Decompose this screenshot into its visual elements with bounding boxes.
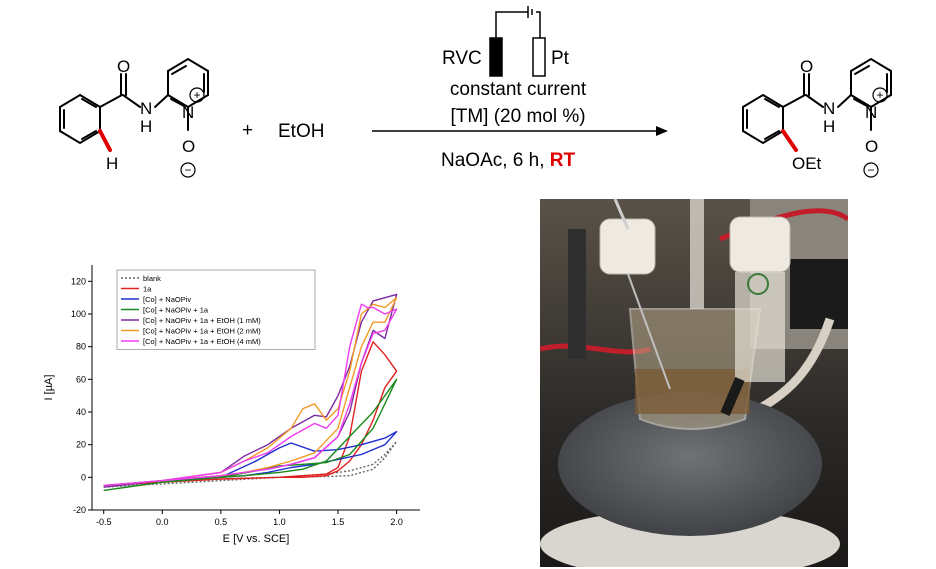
- reactant-oxide-o: O: [182, 137, 195, 156]
- y-tick-label: -20: [73, 505, 86, 515]
- product-minus-charge-circle: [863, 162, 879, 178]
- product-oxide-n: N: [865, 103, 877, 122]
- y-tick-label: 20: [76, 440, 86, 450]
- product-plus-charge: +: [876, 88, 883, 102]
- x-tick-label: 2.0: [390, 517, 403, 527]
- condition-current: constant current: [450, 79, 587, 100]
- x-tick-label: -0.5: [96, 517, 112, 527]
- photo-center-stem: [690, 199, 704, 309]
- legend-label-3: [Co] + NaOPiv + 1a: [143, 306, 209, 315]
- rvc-anode-electrode: [489, 37, 503, 77]
- x-tick-label: 0.0: [156, 517, 169, 527]
- condition-rt: RT: [550, 150, 576, 171]
- y-tick-label: 60: [76, 374, 86, 384]
- photo-stand: [568, 229, 586, 359]
- photo-stirrer-body: [540, 509, 840, 567]
- photo-left-cap: [599, 218, 656, 275]
- cv-series-line-6: [103, 303, 398, 487]
- reactant-minus-charge: −: [184, 163, 191, 177]
- cv-chart: -0.5 0.0 0.5 1.0 1.5 2.0 -20 0 20 40 60 80 100 120 bl…: [43, 265, 420, 545]
- legend-label-1: 1a: [143, 285, 152, 294]
- cv-series: [103, 293, 398, 492]
- x-tick-label: 1.5: [332, 517, 345, 527]
- product-atom-labels: O N H N + O − OEt: [792, 57, 888, 178]
- reactant-oxide-n: N: [182, 103, 194, 122]
- legend-label-4: [Co] + NaOPiv + 1a + EtOH (1 mM): [143, 316, 261, 325]
- y-tick-label: 80: [76, 342, 86, 352]
- reactant-plus-charge-circle: [189, 87, 205, 103]
- photo-rvc-electrode: [720, 377, 745, 416]
- product-structure: [742, 57, 892, 152]
- pt-cathode-electrode: [532, 37, 546, 77]
- y-tick-label: 120: [71, 276, 86, 286]
- reactant-ortho-h: H: [106, 154, 118, 173]
- reagent-etoh: EtOH: [278, 121, 324, 142]
- product-amide-n: N: [823, 99, 835, 118]
- anode-label: RVC: [442, 48, 482, 69]
- product-oxide-o: O: [865, 137, 878, 156]
- x-tick-label: 1.0: [273, 517, 286, 527]
- cathode-label: Pt: [551, 48, 570, 69]
- reactant-plus-charge: +: [193, 88, 200, 102]
- product-oet: OEt: [792, 154, 822, 173]
- photo-tube-logo: [747, 273, 769, 295]
- legend-label-0: blank: [143, 274, 161, 283]
- reactant-minus-charge-circle: [180, 162, 196, 178]
- reactant-ortho-ch-bond: [98, 129, 112, 152]
- product-carbonyl-o: O: [800, 57, 813, 76]
- photo-right-cap: [729, 216, 791, 273]
- x-axis-label: E [V vs. SCE]: [223, 533, 290, 545]
- product-minus-charge: −: [867, 163, 874, 177]
- product-benzene-ring: [742, 93, 784, 145]
- reactant-benzene-ring: [59, 93, 101, 145]
- reactant-carbonyl-o: O: [117, 57, 130, 76]
- condition-base-time: NaOAc, 6 h,: [441, 150, 550, 171]
- legend-label-5: [Co] + NaOPiv + 1a + EtOH (2 mM): [143, 327, 261, 336]
- y-tick-label: 100: [71, 309, 86, 319]
- photo-hot-plate: [558, 392, 822, 536]
- reactant-amide-n: N: [140, 99, 152, 118]
- setup-photo: [540, 199, 848, 567]
- reactant-atom-labels: O N H N + O − H: [106, 57, 205, 178]
- product-plus-charge-circle: [872, 87, 888, 103]
- reaction-plus-sign: +: [242, 120, 253, 141]
- product-ortho-co-bond: [781, 129, 798, 152]
- reaction-arrow: [372, 126, 668, 136]
- y-tick-label: 0: [81, 472, 86, 482]
- photo-instrument: [790, 259, 848, 329]
- axis-ticks: -0.5 0.0 0.5 1.0 1.5 2.0 -20 0 20 40 60 80 100 120: [71, 276, 403, 527]
- cv-series-line-5: [103, 297, 398, 487]
- cv-series-line-1: [103, 341, 398, 487]
- reactant-amide-h: H: [140, 117, 152, 136]
- product-amide-h: H: [823, 117, 835, 136]
- condition-catalyst: [TM] (20 mol %): [450, 106, 585, 127]
- condition-base-time-temp: NaOAc, 6 h, RT: [441, 150, 576, 171]
- legend-box: [116, 269, 316, 350]
- reactant-structure: [59, 57, 209, 152]
- legend-label-2: [Co] + NaOPiv: [143, 295, 191, 304]
- y-axis-label: I [µA]: [43, 375, 55, 401]
- legend-label-6: [Co] + NaOPiv + 1a + EtOH (4 mM): [143, 337, 261, 346]
- x-tick-label: 0.5: [215, 517, 228, 527]
- electrochemical-cell-icon: [489, 6, 546, 77]
- y-tick-label: 40: [76, 407, 86, 417]
- photo-right-tube: [735, 272, 785, 382]
